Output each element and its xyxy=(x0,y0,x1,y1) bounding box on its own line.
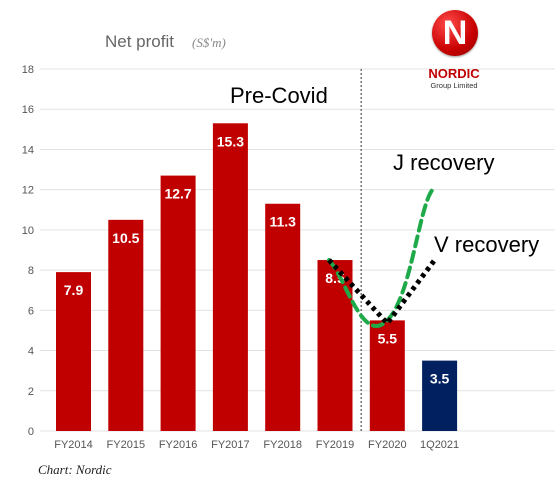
y-tick-label: 18 xyxy=(22,64,34,76)
x-tick-label: FY2017 xyxy=(211,439,250,451)
y-tick-label: 10 xyxy=(22,225,34,237)
bars: 7.910.512.715.311.38.55.53.5 xyxy=(56,123,458,432)
bar-value-label: 3.5 xyxy=(430,371,450,387)
y-tick-label: 6 xyxy=(28,305,34,317)
v-recovery-label: V recovery xyxy=(434,232,539,257)
x-tick-label: FY2016 xyxy=(159,439,198,451)
y-tick-label: 2 xyxy=(28,386,34,398)
bar-value-label: 12.7 xyxy=(164,186,191,202)
nordic-logo: N NORDIC Group Limited xyxy=(418,10,490,100)
v-recovery-line xyxy=(327,258,437,328)
y-tick-label: 14 xyxy=(22,144,34,156)
bar xyxy=(369,320,405,431)
y-tick-label: 16 xyxy=(22,104,34,116)
y-tick-label: 8 xyxy=(28,265,34,277)
x-tick-label: 1Q2021 xyxy=(420,439,459,451)
y-tick-label: 12 xyxy=(22,185,34,197)
bar-value-label: 15.3 xyxy=(217,133,244,149)
bar-value-label: 11.3 xyxy=(269,214,296,230)
logo-letter: N xyxy=(442,14,468,52)
bar-value-label: 10.5 xyxy=(112,230,139,246)
nordic-n-logo-icon: N xyxy=(432,10,478,56)
logo-name: NORDIC xyxy=(428,66,480,81)
bar-value-label: 5.5 xyxy=(378,330,398,346)
pre-covid-label: Pre-Covid xyxy=(230,83,328,108)
chart-unit: (S$'m) xyxy=(192,35,226,50)
y-axis-ticks: 0 2 4 6 8 10 12 14 16 18 xyxy=(22,64,34,438)
bar xyxy=(422,360,458,431)
x-tick-label: FY2019 xyxy=(316,439,355,451)
bar xyxy=(212,123,248,432)
chart-caption: Chart: Nordic xyxy=(38,462,112,477)
logo-subtitle: Group Limited xyxy=(430,81,478,90)
bar xyxy=(160,175,196,431)
y-tick-label: 4 xyxy=(28,346,34,358)
x-tick-label: FY2015 xyxy=(107,439,146,451)
recovery-lines xyxy=(327,185,437,328)
bar xyxy=(265,203,301,431)
bar xyxy=(56,272,91,431)
x-tick-label: FY2014 xyxy=(54,439,93,451)
bar-value-label: 7.9 xyxy=(64,282,84,298)
x-axis-labels: FY2014 FY2015 FY2016 FY2017 FY2018 FY2019 FY20… xyxy=(54,439,459,451)
j-recovery-label: J recovery xyxy=(393,150,494,175)
chart-title: Net profit xyxy=(105,32,174,51)
bar xyxy=(108,219,144,431)
x-tick-label: FY2018 xyxy=(263,439,302,451)
x-tick-label: FY2020 xyxy=(368,439,407,451)
y-tick-label: 0 xyxy=(28,426,34,438)
